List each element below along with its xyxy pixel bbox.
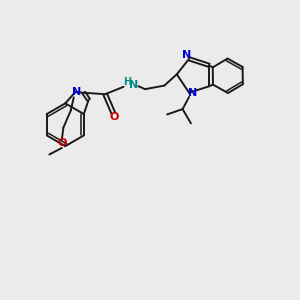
- Text: O: O: [110, 112, 119, 122]
- Text: O: O: [57, 138, 67, 148]
- Text: N: N: [182, 50, 191, 60]
- Text: N: N: [71, 87, 81, 97]
- Text: N: N: [188, 88, 197, 98]
- Text: N: N: [129, 80, 139, 90]
- Text: H: H: [123, 77, 131, 87]
